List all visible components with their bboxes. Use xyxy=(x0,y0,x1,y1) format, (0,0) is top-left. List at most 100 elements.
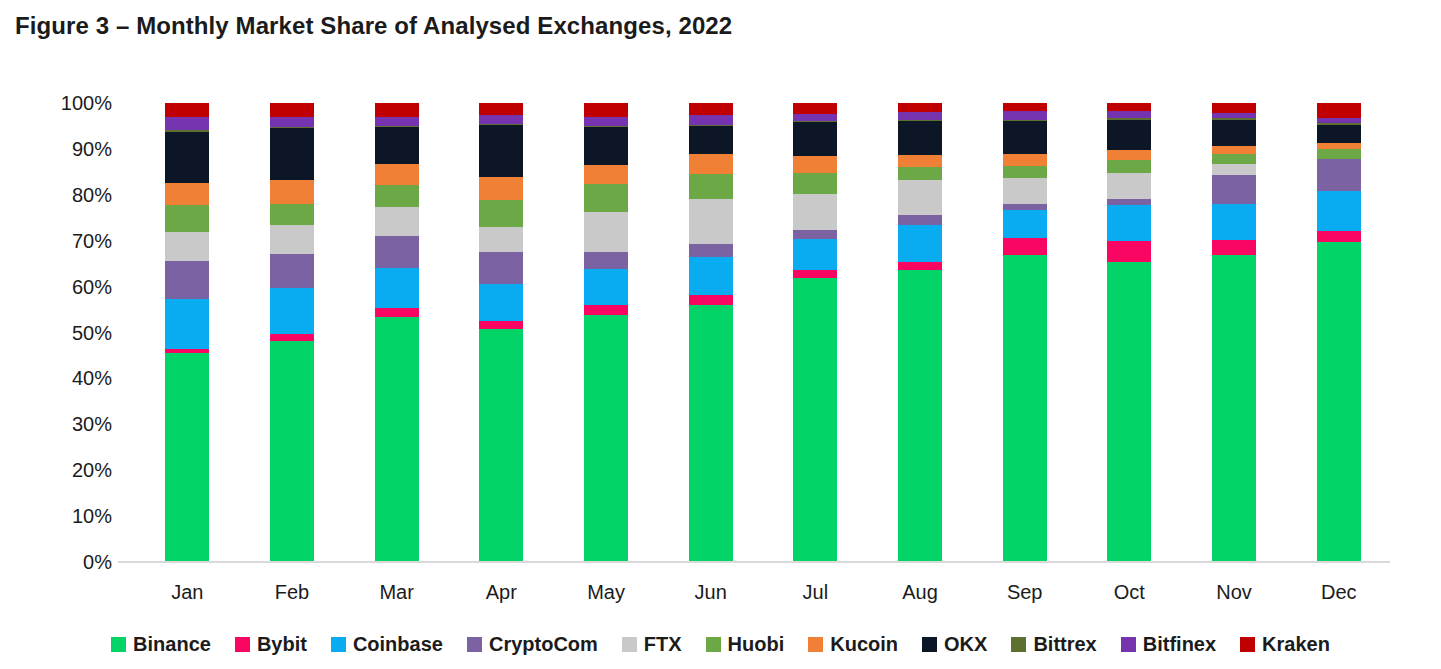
bar-segment-mar-okx xyxy=(375,127,419,164)
legend-item-cryptocom: CryptoCom xyxy=(467,633,598,656)
bar-segment-aug-kraken xyxy=(898,103,942,112)
bar-segment-may-bybit xyxy=(584,305,628,315)
bar-segment-sep-bitfinex xyxy=(1003,111,1047,120)
bar-segment-jun-binance xyxy=(689,305,733,562)
x-tick-label-aug: Aug xyxy=(868,578,973,606)
y-tick-label-20-: 20% xyxy=(0,459,112,481)
bar-segment-apr-binance xyxy=(479,329,523,562)
bar-segment-may-cryptocom xyxy=(584,252,628,269)
bar-segment-jul-okx xyxy=(793,122,837,156)
legend-item-huobi: Huobi xyxy=(706,633,785,656)
x-tick-label-may: May xyxy=(554,578,659,606)
bar-stack-aug xyxy=(898,103,942,562)
bar-segment-jul-bybit xyxy=(793,270,837,278)
x-tick-label-nov: Nov xyxy=(1182,578,1287,606)
bar-segment-may-okx xyxy=(584,127,628,165)
bar-segment-oct-kucoin xyxy=(1107,150,1151,160)
legend-swatch-cryptocom xyxy=(467,637,482,652)
bar-segment-oct-ftx xyxy=(1107,173,1151,199)
bar-segment-sep-huobi xyxy=(1003,166,1047,177)
bar-segment-jun-kraken xyxy=(689,103,733,115)
bar-column-sep xyxy=(972,103,1077,562)
bar-segment-feb-binance xyxy=(270,341,314,562)
bar-segment-oct-okx xyxy=(1107,120,1151,150)
bar-segment-sep-bybit xyxy=(1003,238,1047,255)
bar-segment-oct-binance xyxy=(1107,262,1151,562)
legend-label-bittrex: Bittrex xyxy=(1033,633,1096,656)
bar-segment-jun-cryptocom xyxy=(689,244,733,256)
bar-segment-mar-coinbase xyxy=(375,268,419,308)
bar-column-jul xyxy=(763,103,868,562)
bar-segment-feb-kraken xyxy=(270,103,314,117)
legend-swatch-okx xyxy=(922,637,937,652)
bar-segment-feb-coinbase xyxy=(270,288,314,335)
bar-column-feb xyxy=(240,103,345,562)
bar-segment-jul-ftx xyxy=(793,194,837,230)
bar-segment-feb-ftx xyxy=(270,225,314,253)
legend-item-bybit: Bybit xyxy=(235,633,307,656)
y-tick-label-80-: 80% xyxy=(0,184,112,206)
legend-label-kucoin: Kucoin xyxy=(830,633,898,656)
x-tick-label-oct: Oct xyxy=(1077,578,1182,606)
bar-segment-jul-cryptocom xyxy=(793,230,837,239)
bar-segment-dec-cryptocom xyxy=(1317,159,1361,190)
y-tick-label-90-: 90% xyxy=(0,138,112,160)
legend-label-coinbase: Coinbase xyxy=(353,633,443,656)
bar-stack-may xyxy=(584,103,628,562)
legend-swatch-kucoin xyxy=(808,637,823,652)
y-tick-label-40-: 40% xyxy=(0,367,112,389)
bar-stack-feb xyxy=(270,103,314,562)
bar-segment-aug-ftx xyxy=(898,180,942,214)
legend-swatch-bybit xyxy=(235,637,250,652)
legend-item-okx: OKX xyxy=(922,633,987,656)
bar-segment-jan-binance xyxy=(165,353,209,562)
bar-segment-jul-kraken xyxy=(793,103,837,114)
bar-segment-apr-bitfinex xyxy=(479,115,523,124)
bar-segment-jul-huobi xyxy=(793,173,837,194)
bar-segment-nov-huobi xyxy=(1212,154,1256,164)
x-tick-label-jul: Jul xyxy=(763,578,868,606)
x-tick-label-jun: Jun xyxy=(658,578,763,606)
bar-segment-apr-bybit xyxy=(479,321,523,330)
bar-segment-nov-ftx xyxy=(1212,164,1256,175)
bar-segment-jul-kucoin xyxy=(793,156,837,173)
legend-item-bittrex: Bittrex xyxy=(1011,633,1096,656)
bar-segment-jun-kucoin xyxy=(689,154,733,174)
legend: BinanceBybitCoinbaseCryptoComFTXHuobiKuc… xyxy=(0,633,1441,656)
legend-item-bitfinex: Bitfinex xyxy=(1121,633,1216,656)
bar-segment-feb-bitfinex xyxy=(270,117,314,127)
bar-column-dec xyxy=(1286,103,1391,562)
y-tick-label-50-: 50% xyxy=(0,322,112,344)
bar-segment-aug-bybit xyxy=(898,262,942,269)
bar-segment-jan-huobi xyxy=(165,205,209,232)
bar-stack-jan xyxy=(165,103,209,562)
bar-segment-apr-kucoin xyxy=(479,177,523,199)
bar-segment-aug-okx xyxy=(898,121,942,155)
bar-segment-aug-kucoin xyxy=(898,155,942,167)
bar-segment-may-binance xyxy=(584,315,628,562)
y-tick-label-30-: 30% xyxy=(0,413,112,435)
legend-label-okx: OKX xyxy=(944,633,987,656)
legend-swatch-binance xyxy=(111,637,126,652)
bar-segment-jun-ftx xyxy=(689,199,733,245)
bar-segment-dec-binance xyxy=(1317,242,1361,562)
legend-item-binance: Binance xyxy=(111,633,211,656)
bar-segment-jan-okx xyxy=(165,132,209,183)
bar-segment-nov-kucoin xyxy=(1212,146,1256,153)
bar-stack-nov xyxy=(1212,103,1256,562)
bar-segment-oct-coinbase xyxy=(1107,205,1151,241)
bar-segment-apr-cryptocom xyxy=(479,252,523,284)
legend-label-binance: Binance xyxy=(133,633,211,656)
bar-column-jun xyxy=(658,103,763,562)
bar-segment-may-bitfinex xyxy=(584,117,628,126)
bar-segment-oct-huobi xyxy=(1107,160,1151,173)
legend-swatch-bittrex xyxy=(1011,637,1026,652)
bar-segment-dec-bybit xyxy=(1317,231,1361,242)
bar-segment-aug-binance xyxy=(898,270,942,562)
legend-swatch-kraken xyxy=(1240,637,1255,652)
bar-segment-jun-huobi xyxy=(689,174,733,199)
legend-label-kraken: Kraken xyxy=(1262,633,1330,656)
bar-segment-apr-huobi xyxy=(479,200,523,227)
bar-segment-jan-coinbase xyxy=(165,299,209,349)
bar-segment-mar-bybit xyxy=(375,308,419,317)
